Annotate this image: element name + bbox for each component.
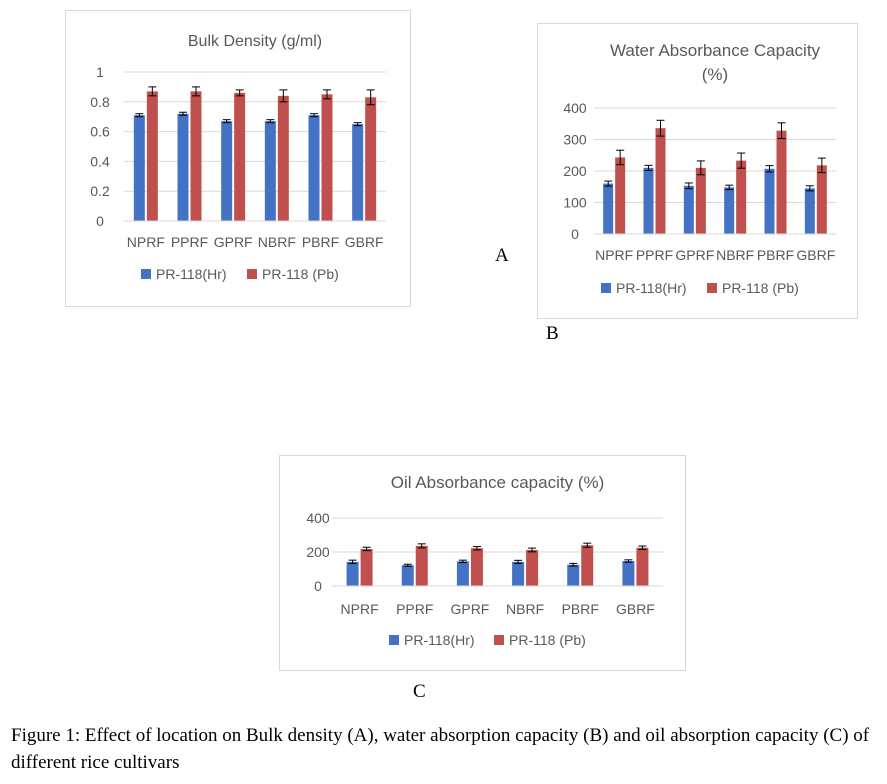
chart-title: (%): [702, 65, 728, 84]
bar-pb-nbrf: [526, 549, 539, 586]
x-tick-label: NPRF: [341, 601, 379, 617]
y-tick-label: 400: [306, 510, 330, 526]
y-tick-label: 0: [571, 226, 579, 242]
y-tick-label: 0.8: [90, 94, 110, 110]
bar-hr-pprf: [401, 565, 414, 586]
bulk-density-chart: Bulk Density (g/ml) 0 0.2 0.4 0.6 0.8 1 NPRF PPR…: [65, 10, 411, 307]
bar-pb-gprf: [695, 167, 706, 234]
y-tick-label: 200: [306, 544, 330, 560]
bar-pb-nprf: [615, 157, 626, 234]
panel-label-c: C: [413, 681, 426, 702]
legend-label-hr: PR-118(Hr): [156, 266, 227, 282]
x-tick-label: NPRF: [595, 247, 633, 263]
x-tick-label: PPRF: [636, 247, 673, 263]
x-tick-label: NBRF: [258, 234, 296, 250]
bar-pb-gbrf: [816, 165, 827, 234]
y-tick-label: 0.2: [90, 183, 110, 199]
water-absorbance-chart-svg: Water Absorbance Capacity (%) 0 100 200 300 40…: [563, 41, 836, 296]
y-tick-label: 400: [563, 100, 587, 116]
oil-absorbance-chart-svg: Oil Absorbance capacity (%) 0 200 400 NPRF PP…: [306, 473, 663, 648]
bar-pb-pprf: [415, 545, 428, 586]
x-tick-label: GPRF: [450, 601, 489, 617]
panel-label-a: A: [495, 245, 509, 266]
legend-label-pb: PR-118 (Pb): [509, 632, 586, 648]
bar-hr-pbrf: [567, 564, 580, 586]
x-tick-label: NBRF: [506, 601, 544, 617]
x-tick-label: GBRF: [345, 234, 384, 250]
bar-hr-gbrf: [352, 124, 364, 221]
legend-swatch-hr: [601, 283, 611, 293]
bar-hr-pbrf: [764, 168, 775, 234]
legend-swatch-hr: [141, 269, 151, 279]
bar-pb-gbrf: [636, 547, 649, 586]
x-tick-label: GPRF: [214, 234, 253, 250]
bar-hr-gbrf: [622, 561, 635, 586]
bar-pb-nprf: [146, 91, 158, 222]
x-tick-label: GPRF: [675, 247, 714, 263]
chart-title: Bulk Density (g/ml): [188, 33, 322, 50]
bar-hr-nprf: [346, 561, 359, 586]
y-tick-label: 200: [563, 163, 587, 179]
bar-pb-pbrf: [581, 545, 594, 586]
bar-hr-pprf: [177, 113, 189, 221]
bar-pb-pprf: [655, 128, 666, 234]
x-tick-label: NPRF: [127, 234, 165, 250]
bar-hr-nprf: [603, 183, 614, 234]
x-tick-label: PBRF: [757, 247, 794, 263]
x-tick-label: PBRF: [562, 601, 599, 617]
x-tick-label: PBRF: [302, 234, 339, 250]
bulk-density-chart-svg: Bulk Density (g/ml) 0 0.2 0.4 0.6 0.8 1 NPRF PPR…: [90, 33, 386, 282]
bar-hr-pprf: [643, 167, 654, 234]
bar-pb-pbrf: [776, 130, 787, 234]
x-tick-label: GBRF: [796, 247, 835, 263]
legend-swatch-pb: [707, 283, 717, 293]
bar-hr-nbrf: [724, 187, 735, 234]
y-tick-label: 1: [96, 64, 104, 80]
y-tick-label: 100: [563, 195, 587, 211]
bar-pb-nbrf: [736, 160, 747, 234]
legend-label-pb: PR-118 (Pb): [262, 266, 339, 282]
y-tick-label: 0: [314, 578, 322, 594]
y-tick-label: 300: [563, 132, 587, 148]
water-absorbance-chart: Water Absorbance Capacity (%) 0 100 200 300 40…: [537, 23, 858, 319]
x-tick-label: GBRF: [616, 601, 655, 617]
bar-pb-nprf: [360, 548, 373, 586]
bar-hr-nbrf: [512, 561, 525, 586]
bar-hr-pbrf: [308, 115, 320, 221]
legend-label-hr: PR-118(Hr): [616, 280, 687, 296]
bar-hr-gprf: [221, 121, 233, 221]
legend-swatch-pb: [494, 635, 504, 645]
y-tick-label: 0.4: [90, 153, 110, 169]
x-tick-label: PPRF: [396, 601, 433, 617]
panel-label-b: B: [546, 323, 559, 344]
bar-pb-pbrf: [321, 94, 333, 221]
bar-pb-nbrf: [277, 95, 289, 221]
chart-title: Water Absorbance Capacity: [610, 41, 821, 60]
oil-absorbance-chart: Oil Absorbance capacity (%) 0 200 400 NPRF PP…: [279, 455, 686, 671]
bar-pb-gprf: [470, 548, 483, 586]
bar-hr-gprf: [456, 561, 469, 586]
bar-hr-gbrf: [804, 188, 815, 234]
x-tick-label: PPRF: [171, 234, 208, 250]
legend-swatch-pb: [247, 269, 257, 279]
bar-hr-nbrf: [264, 121, 276, 221]
chart-title: Oil Absorbance capacity (%): [391, 473, 605, 492]
legend-label-hr: PR-118(Hr): [404, 632, 475, 648]
y-tick-label: 0: [96, 213, 104, 229]
legend-label-pb: PR-118 (Pb): [722, 280, 799, 296]
bar-hr-gprf: [683, 185, 694, 234]
legend-swatch-hr: [389, 635, 399, 645]
bar-pb-gbrf: [365, 97, 377, 221]
x-tick-label: NBRF: [716, 247, 754, 263]
figure-caption: Figure 1: Effect of location on Bulk den…: [11, 725, 870, 773]
bar-pb-gprf: [234, 92, 246, 221]
bar-pb-pprf: [190, 91, 202, 222]
bar-hr-nprf: [133, 115, 145, 221]
y-tick-label: 0.6: [90, 124, 110, 140]
